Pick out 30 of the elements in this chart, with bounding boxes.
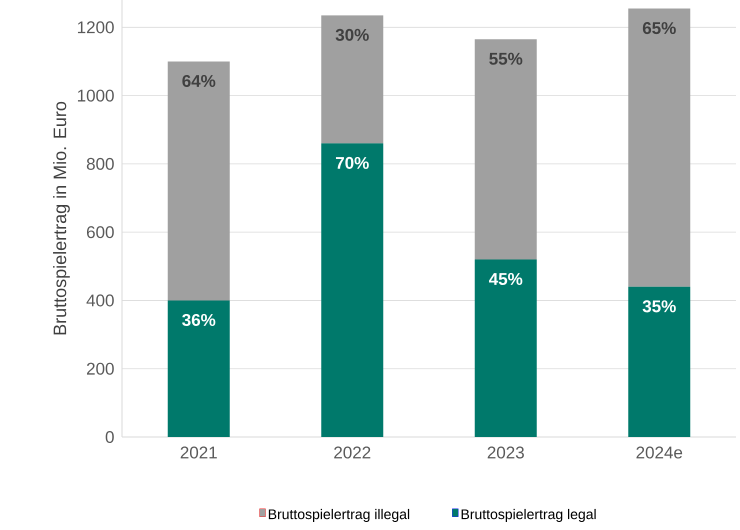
y-axis-title: Bruttospielertrag in Mio. Euro <box>53 102 70 334</box>
x-tick-label: 2024e <box>636 446 682 459</box>
bar <box>628 8 690 287</box>
x-tick-label: 2023 <box>488 446 524 459</box>
annotation: 36% <box>182 314 216 326</box>
bar <box>474 39 537 260</box>
legend-label: Bruttospielertrag legal <box>462 508 596 522</box>
annotation: 35% <box>642 300 676 312</box>
annotation: 64% <box>182 74 216 88</box>
legend-label: Bruttospielertrag illegal <box>268 508 410 522</box>
annotation: 70% <box>336 156 369 169</box>
y-tick-label: 800 <box>86 158 114 170</box>
bar <box>168 61 230 300</box>
annotation: 30% <box>336 28 369 41</box>
y-tick-label: 600 <box>86 226 114 238</box>
bar <box>474 259 537 437</box>
bar <box>168 300 230 437</box>
y-tick-label: 200 <box>86 362 114 375</box>
annotation: 65% <box>642 22 676 34</box>
x-tick-label: 2022 <box>334 446 370 459</box>
annotation: 45% <box>488 272 522 285</box>
bar <box>321 15 384 144</box>
y-tick-label: 0 <box>106 430 114 444</box>
y-tick-label: 1000 <box>78 90 114 102</box>
bar <box>321 143 384 437</box>
x-tick-label: 2021 <box>180 446 217 459</box>
y-tick-label: 1200 <box>78 21 114 34</box>
y-tick-label: 400 <box>86 294 114 306</box>
annotation: 55% <box>489 52 522 65</box>
bar <box>628 286 690 437</box>
